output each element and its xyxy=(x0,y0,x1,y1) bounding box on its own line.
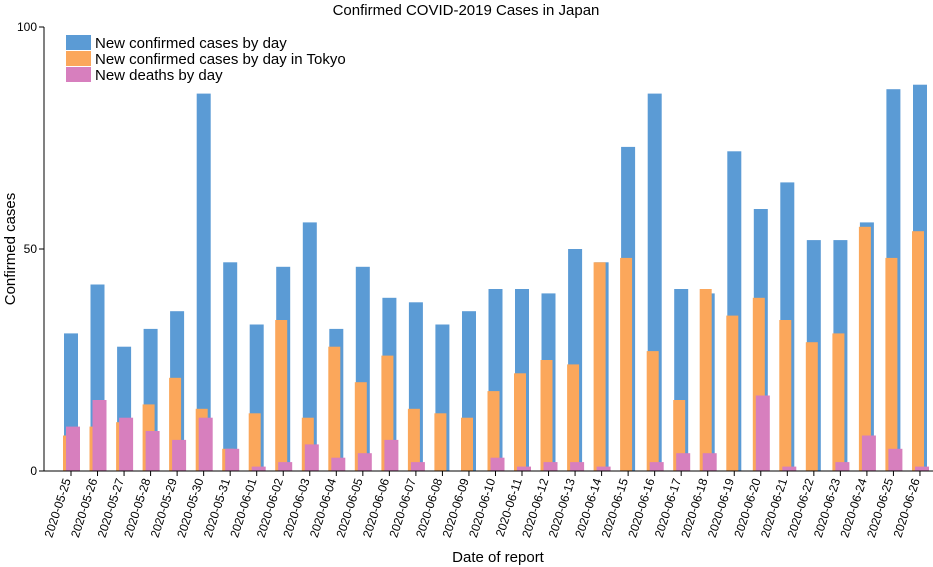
tokyo-bar xyxy=(646,351,659,471)
tokyo-bar xyxy=(540,360,553,471)
x-axis-label: Date of report xyxy=(452,549,545,566)
tokyo-bar xyxy=(461,417,473,471)
deaths-bar xyxy=(92,400,107,471)
legend-swatch xyxy=(66,51,91,66)
tokyo-bar xyxy=(912,231,924,471)
deaths-bar xyxy=(570,462,585,471)
tokyo-bar xyxy=(620,257,633,471)
deaths-bar xyxy=(755,395,770,471)
y-ticks: 0 50 100 xyxy=(17,20,44,478)
tokyo-bar xyxy=(487,391,500,471)
deaths-bar xyxy=(861,435,876,471)
legend-label: New deaths by day xyxy=(95,67,223,84)
deaths-bar xyxy=(198,417,213,471)
x-tick-label: 2020-06-26 xyxy=(891,476,923,539)
deaths-bars xyxy=(66,395,929,471)
deaths-bar xyxy=(915,466,929,471)
y-tick-label: 100 xyxy=(17,20,37,34)
deaths-bar xyxy=(517,466,531,471)
tokyo-bar xyxy=(805,342,818,471)
tokyo-bar xyxy=(593,262,606,471)
tokyo-bar xyxy=(248,413,261,471)
deaths-bar xyxy=(782,466,797,471)
deaths-bar xyxy=(410,462,425,471)
y-tick-label: 50 xyxy=(24,242,38,256)
deaths-bar xyxy=(225,448,240,471)
tokyo-bar xyxy=(885,257,898,471)
deaths-bar xyxy=(490,457,505,471)
deaths-bar xyxy=(304,444,319,471)
deaths-bar xyxy=(331,457,346,471)
tokyo-bar xyxy=(514,373,526,471)
tokyo-bar xyxy=(832,333,845,471)
tokyo-bar xyxy=(328,346,341,471)
chart-title: Confirmed COVID-2019 Cases in Japan xyxy=(333,2,600,19)
deaths-bar xyxy=(172,439,187,471)
deaths-bar xyxy=(119,417,134,471)
plot-area xyxy=(63,84,929,472)
tokyo-bar xyxy=(275,320,288,471)
deaths-bar xyxy=(649,462,664,471)
total-bar xyxy=(196,93,211,471)
legend-label: New confirmed cases by day in Tokyo xyxy=(95,51,346,68)
tokyo-bar xyxy=(407,408,420,471)
y-tick-label: 0 xyxy=(30,464,37,478)
y-axis-label: Confirmed cases xyxy=(2,193,19,306)
deaths-bar xyxy=(543,462,558,471)
tokyo-bar xyxy=(858,226,871,471)
deaths-bar xyxy=(835,462,850,471)
deaths-bar xyxy=(278,462,293,471)
deaths-bar xyxy=(702,453,717,471)
deaths-bar xyxy=(357,453,372,471)
deaths-bar xyxy=(145,431,160,471)
legend-swatch xyxy=(66,67,91,82)
deaths-bar xyxy=(251,466,266,471)
deaths-bar xyxy=(676,453,691,471)
tokyo-bar xyxy=(354,382,367,471)
legend-label: New confirmed cases by day xyxy=(95,35,287,52)
total-bar xyxy=(223,262,238,471)
deaths-bar xyxy=(888,448,903,471)
total-bar xyxy=(302,222,317,471)
deaths-bar xyxy=(66,426,80,471)
tokyo-bar xyxy=(779,320,792,471)
tokyo-bar xyxy=(726,315,739,471)
deaths-bar xyxy=(384,439,399,471)
tokyo-bar xyxy=(699,289,712,471)
x-ticks: 2020-05-252020-05-262020-05-272020-05-28… xyxy=(42,471,923,539)
legend-swatch xyxy=(66,35,91,50)
deaths-bar xyxy=(596,466,611,471)
tokyo-bar xyxy=(434,413,447,471)
tokyo-bar xyxy=(567,364,580,471)
